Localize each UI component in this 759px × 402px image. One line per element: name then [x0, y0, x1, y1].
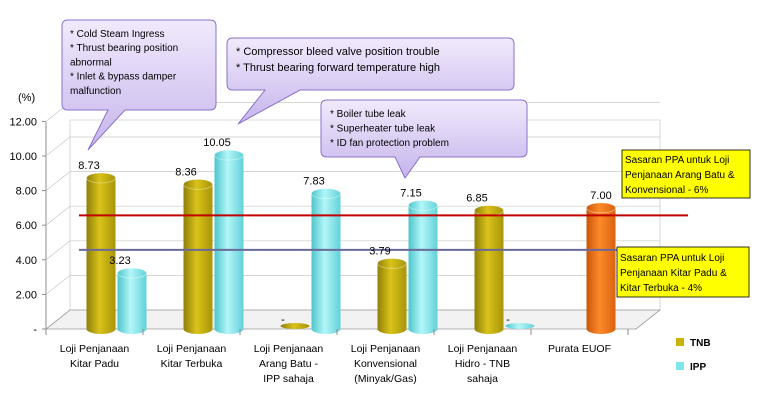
y-tick-label: 12.00 [9, 116, 37, 128]
gridline [45, 171, 660, 191]
target-box-4pct: Sasaran PPA untuk Loji Penjanaan Kitar Pa… [616, 246, 750, 298]
data-label-tnb-0: 8.73 [78, 160, 99, 172]
bar-tnb-4 [474, 205, 504, 334]
data-labels: 8.73 3.23 8.36 10.05 - 7.83 3.79 7.15 6.85 - 7.00 [78, 137, 611, 326]
data-label-ipp-0: 3.23 [109, 255, 130, 267]
gridline [45, 205, 660, 226]
bar-tnb-3 [377, 258, 407, 334]
y-tick-label: 8.00 [16, 186, 37, 198]
category-label-3: Loji Penjanaan Konvensional (Minyak/Gas) [351, 343, 421, 385]
data-label-ipp-1: 10.05 [203, 137, 231, 149]
category-label-4: Loji Penjanaan Hidro - TNB sahaja [448, 343, 518, 385]
y-tick-label: 6.00 [16, 220, 37, 232]
data-label-tnb-2: - [281, 314, 285, 326]
y-tick-labels: - 2.00 4.00 6.00 8.00 10.00 12.00 [9, 116, 37, 336]
target-box-6pct: Sasaran PPA untuk Loji Penjanaan Arang Ba… [621, 149, 751, 199]
category-label-5: Purata EUOF [548, 343, 611, 355]
y-tick-label: 4.00 [16, 255, 37, 267]
bar-ipp-1 [214, 149, 244, 334]
bar-tnb-2 [280, 323, 310, 329]
bar-ipp-0 [117, 267, 147, 334]
callout-text: * Cold Steam Ingress * Thrust bearing pos… [70, 29, 178, 97]
data-label-tnb-3: 3.79 [369, 245, 390, 257]
legend-label-tnb: TNB [690, 338, 711, 349]
legend: TNB IPP [676, 338, 711, 373]
bars [45, 149, 629, 335]
y-tick-label: 10.00 [9, 151, 37, 163]
callout-kitar-padu: * Cold Steam Ingress * Thrust bearing pos… [61, 19, 217, 151]
target-text-1: Sasaran PPA untuk Loji Penjanaan Kitar Pa… [620, 253, 727, 294]
callout-kitar-terbuka: * Compressor bleed valve position troubl… [226, 37, 515, 125]
callout-konvensional: * Boiler tube leak * Superheater tube lea… [320, 99, 528, 179]
legend-swatch-tnb [676, 338, 684, 346]
legend-label-ipp: IPP [690, 362, 706, 373]
callout-text: * Boiler tube leak * Superheater tube lea… [330, 109, 449, 149]
y-axis-label: (%) [18, 92, 35, 104]
gridline [45, 240, 660, 261]
y-tick-label: - [33, 324, 37, 336]
bar-average [586, 202, 616, 334]
category-label-1: Loji Penjanaan Kitar Terbuka [157, 343, 227, 370]
reference-lines [79, 214, 688, 251]
bar-ipp-4 [505, 323, 535, 329]
callout-bubble [320, 99, 528, 179]
data-label-average: 7.00 [590, 190, 611, 202]
bar-ipp-3 [408, 199, 438, 334]
callout-bubble [226, 37, 515, 125]
gridline [45, 275, 660, 295]
callout-bubble [61, 19, 217, 151]
data-label-tnb-4: 6.85 [466, 192, 487, 204]
category-labels: Loji Penjanaan Kitar Padu Loji Penjanaan Ki… [60, 343, 611, 385]
data-label-ipp-4: - [506, 314, 510, 326]
y-tick-label: 2.00 [16, 289, 37, 301]
bar-tnb-1 [183, 178, 213, 334]
callout-text: * Compressor bleed valve position troubl… [236, 46, 440, 74]
data-label-tnb-1: 8.36 [175, 166, 196, 178]
data-label-ipp-3: 7.15 [400, 187, 421, 199]
bar-ipp-2 [311, 188, 341, 334]
target-text-0: Sasaran PPA untuk Loji Penjanaan Arang Ba… [625, 155, 735, 196]
legend-swatch-ipp [676, 362, 684, 370]
data-label-ipp-2: 7.83 [303, 176, 324, 188]
bar-tnb-0 [86, 172, 116, 334]
category-label-2: Loji Penjanaan Arang Batu -IPP sahaja [254, 343, 324, 385]
category-label-0: Loji Penjanaan Kitar Padu [60, 343, 130, 370]
